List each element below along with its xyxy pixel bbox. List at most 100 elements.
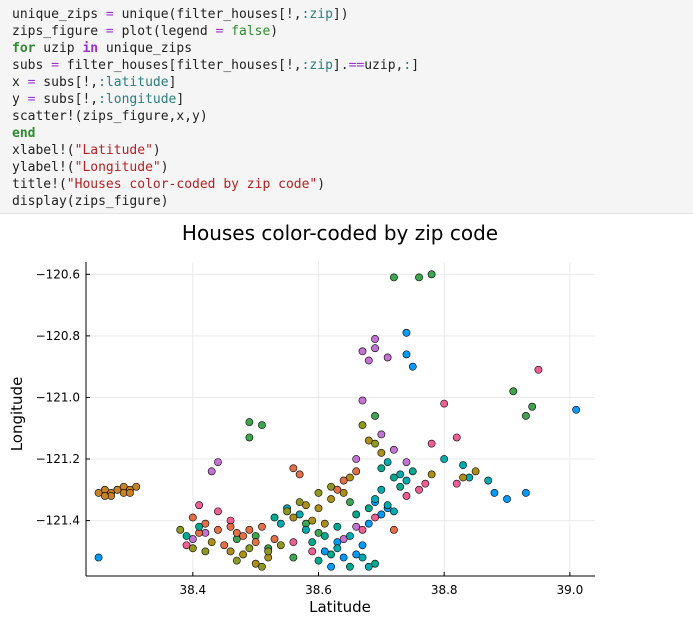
- data-point: [333, 544, 342, 553]
- data-point: [377, 485, 386, 494]
- code-token: ): [160, 160, 169, 175]
- data-point: [346, 498, 354, 507]
- data-point: [182, 541, 191, 550]
- code-line: subs = filter_houses[filter_houses[!,:zi…: [12, 57, 693, 74]
- data-point: [390, 273, 398, 282]
- data-point: [207, 538, 216, 547]
- data-point: [245, 418, 254, 426]
- data-point: [346, 532, 354, 540]
- data-point: [572, 405, 581, 414]
- data-point: [371, 439, 379, 448]
- code-token: =: [27, 92, 36, 107]
- data-point: [94, 488, 103, 497]
- code-token: =: [215, 24, 224, 39]
- code-token: [223, 24, 231, 39]
- data-point: [402, 458, 411, 466]
- code-token: x: [12, 75, 28, 90]
- data-point: [408, 362, 417, 371]
- data-point: [352, 522, 361, 531]
- code-token: scatter!(zips_figure,x,y): [12, 109, 208, 124]
- data-point: [396, 470, 405, 479]
- code-token: ].: [332, 58, 349, 73]
- data-point: [484, 476, 493, 485]
- data-point: [182, 532, 191, 540]
- data-point: [415, 273, 423, 282]
- code-token: y: [12, 92, 28, 107]
- data-point: [327, 550, 335, 559]
- data-point: [390, 473, 398, 482]
- code-line: unique_zips = unique(filter_houses[!,:zi…: [12, 6, 693, 23]
- code-token: :latitude: [98, 75, 169, 90]
- data-point: [503, 495, 511, 503]
- data-point: [396, 482, 405, 491]
- code-line: xlabel!("Latitude"): [12, 142, 693, 159]
- code-token: false: [231, 24, 271, 39]
- data-point: [339, 553, 348, 562]
- data-point: [289, 513, 298, 522]
- data-point: [239, 550, 247, 559]
- data-point: [289, 538, 298, 547]
- data-point: [258, 421, 266, 430]
- code-line: y = subs[!,:longitude]: [12, 91, 693, 108]
- data-point: [377, 464, 386, 473]
- y-tick-label: −120.8: [36, 329, 80, 343]
- code-token: =: [105, 24, 114, 39]
- data-point: [402, 328, 411, 337]
- data-point: [302, 525, 310, 534]
- data-point: [358, 541, 367, 550]
- data-point: [314, 488, 323, 497]
- data-point: [440, 399, 449, 408]
- code-cell[interactable]: unique_zips = unique(filter_houses[!,:zi…: [0, 0, 693, 214]
- code-token: plot(legend: [113, 24, 216, 39]
- data-point: [459, 461, 467, 470]
- x-tick-label: 39.0: [557, 583, 584, 597]
- data-point: [346, 473, 354, 482]
- data-point: [283, 507, 291, 516]
- code-token: subs: [12, 58, 52, 73]
- code-token: "Latitude": [74, 143, 153, 158]
- data-point: [459, 473, 467, 482]
- code-token: title!(: [12, 177, 67, 192]
- code-token: ]: [168, 75, 177, 90]
- code-token: for: [12, 41, 36, 56]
- y-tick-label: −120.6: [36, 267, 80, 281]
- x-tick-label: 38.4: [179, 583, 206, 597]
- data-point: [188, 535, 197, 543]
- data-point: [371, 335, 379, 343]
- scatter-plot: Houses color-coded by zip code 38.4 38.6 3…: [8, 221, 595, 616]
- data-point: [521, 488, 530, 497]
- y-tick-labels: −120.6 −120.8 −121.0 −121.2 −121.4: [36, 267, 80, 527]
- y-tick-label: −121.0: [36, 390, 80, 404]
- data-point: [440, 455, 449, 463]
- data-point: [364, 562, 373, 571]
- data-point: [289, 553, 298, 562]
- data-point: [471, 467, 480, 476]
- code-token: in: [82, 41, 99, 56]
- code-token: zips_figure: [12, 24, 106, 39]
- code-token: end: [12, 126, 36, 141]
- data-point: [339, 535, 348, 543]
- data-point: [258, 562, 266, 571]
- data-point: [352, 550, 361, 559]
- data-point: [358, 347, 367, 356]
- data-point: [245, 525, 254, 534]
- data-point: [358, 525, 367, 534]
- data-point: [270, 535, 279, 543]
- data-point: [295, 498, 304, 507]
- code-line: scatter!(zips_figure,x,y): [12, 108, 693, 125]
- code-token: unique(filter_houses[!,: [113, 7, 302, 22]
- code-token: "Houses color-coded by zip code": [66, 177, 318, 192]
- data-point: [327, 482, 335, 491]
- code-token: :zip: [301, 58, 333, 73]
- data-point: [364, 504, 373, 513]
- data-point: [352, 455, 361, 463]
- data-point: [207, 467, 216, 476]
- data-point: [528, 402, 537, 411]
- data-point: [377, 448, 386, 457]
- data-point: [339, 488, 348, 497]
- y-axis-label: Longitude: [8, 377, 26, 452]
- code-token: subs[!,: [35, 75, 99, 90]
- x-tick-label: 38.8: [431, 583, 458, 597]
- data-point: [302, 501, 310, 510]
- y-tick-label: −121.2: [36, 452, 80, 466]
